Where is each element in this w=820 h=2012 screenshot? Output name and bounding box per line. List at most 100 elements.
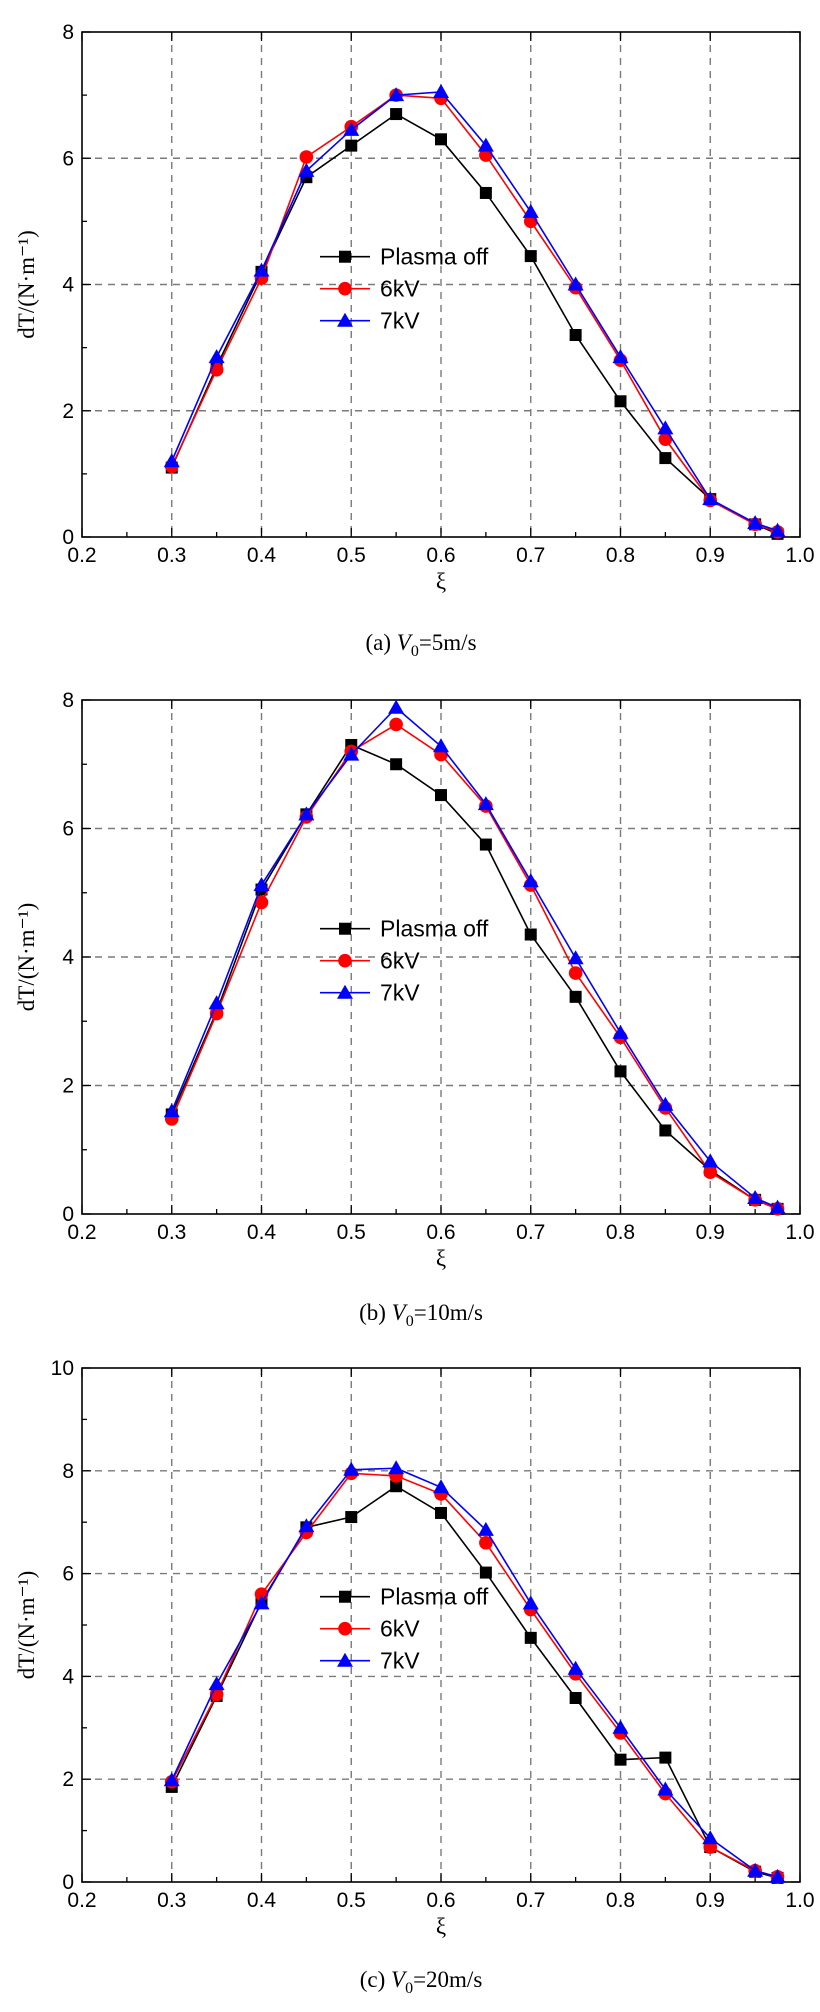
y-tick-label: 4 [62,274,74,297]
legend-marker [337,1652,353,1667]
x-tick-label: 0.8 [606,1221,635,1244]
data-point [657,1781,674,1796]
data-point [343,1461,360,1476]
legend-label: Plasma off [380,244,489,270]
data-point [343,746,360,761]
x-axis-label: ξ [436,1246,446,1271]
y-tick-label: 8 [62,689,74,712]
data-point [569,990,582,1003]
legend-label: 7kV [380,1648,420,1674]
legend-marker [339,1590,351,1603]
x-tick-label: 0.3 [157,1889,186,1912]
data-point [567,950,584,965]
y-tick-label: 8 [62,21,74,44]
legend: Plasma off 6kV 7kV [320,244,489,334]
data-point [343,121,360,136]
x-axis-label: ξ [436,1914,446,1939]
y-tick-label: 6 [62,1563,74,1586]
legend-label: Plasma off [380,1584,489,1610]
x-tick-label: 1.0 [785,1889,814,1912]
data-point [253,877,270,892]
data-point [522,873,539,888]
x-tick-label: 0.3 [157,544,186,567]
data-point [479,1535,493,1550]
legend-label: 6kV [380,948,420,974]
data-point [612,1719,629,1734]
data-point [702,1830,719,1845]
data-point [522,203,539,218]
data-point [299,150,314,164]
data-point [702,491,719,506]
data-point [658,432,673,446]
x-tick-label: 0.4 [247,544,277,567]
data-point [659,1751,672,1764]
data-point [569,329,582,341]
legend-marker [337,312,353,327]
x-tick-label: 0.4 [247,1221,277,1244]
data-point [433,738,449,753]
series-7kv [163,83,786,537]
legend-label: 7kV [380,308,420,334]
data-point [747,515,764,530]
data-point [345,139,358,152]
x-tick-label: 0.9 [696,1221,725,1244]
plot-area [82,1368,800,1882]
y-tick-label: 0 [62,526,74,549]
data-point [769,1868,786,1883]
x-tick-label: 0.2 [67,1221,96,1244]
legend-marker [338,1621,352,1636]
data-point [389,717,403,732]
x-tick-label: 0.6 [426,544,455,567]
data-point [163,1772,180,1787]
data-point [614,395,627,408]
data-point [208,349,225,364]
y-tick-label: 6 [62,818,74,841]
x-tick-label: 0.5 [337,1889,366,1912]
y-axis-label: dT/(N·m⁻¹) [14,230,39,338]
data-point [477,796,494,811]
data-point [435,789,447,802]
legend-label: 6kV [380,1616,420,1642]
data-point [657,420,674,435]
data-point [298,1518,315,1533]
data-point [524,1631,537,1644]
y-tick-label: 6 [62,147,74,170]
legend-marker [338,953,352,968]
x-tick-label: 0.2 [67,1889,96,1912]
data-point [522,1595,539,1610]
data-point [253,262,270,277]
grid [82,1368,800,1882]
x-tick-label: 1.0 [785,544,814,567]
data-point [208,1676,225,1691]
data-point [433,1479,449,1494]
y-tick-label: 8 [62,1460,74,1483]
data-point [163,453,180,468]
x-tick-label: 0.5 [337,544,366,567]
y-tick-label: 4 [62,946,74,969]
data-point [433,83,449,98]
y-axis-label: dT/(N·m⁻¹) [14,1571,39,1679]
data-point [569,1691,582,1704]
data-point [659,452,672,465]
data-point [747,1862,764,1877]
data-point [388,1460,405,1475]
x-tick-label: 0.5 [337,1221,366,1244]
grid [82,700,800,1214]
legend: Plasma off 6kV 7kV [320,1584,489,1674]
x-tick-label: 0.6 [426,1889,455,1912]
data-point [612,349,629,364]
x-tick-label: 0.8 [606,1889,635,1912]
data-point [657,1096,674,1111]
data-point [479,838,492,851]
data-point [524,928,537,941]
x-tick-label: 0.6 [426,1221,455,1244]
data-point [769,522,786,537]
chart-panel-c: 0.2 0.3 0.4 0.5 0.6 0.7 0.8 0.9 1.0 0 2 4 6 8 10 ξ dT/(N… [14,1357,815,1997]
legend-marker [337,984,353,999]
series-7kv [163,1460,786,1883]
legend-label: 6kV [380,276,420,302]
panel-caption: (b) V0=10m/s [359,1300,483,1330]
data-point [253,1595,270,1610]
data-point [388,87,405,102]
panel-caption: (c) V0=20m/s [360,1967,483,1997]
